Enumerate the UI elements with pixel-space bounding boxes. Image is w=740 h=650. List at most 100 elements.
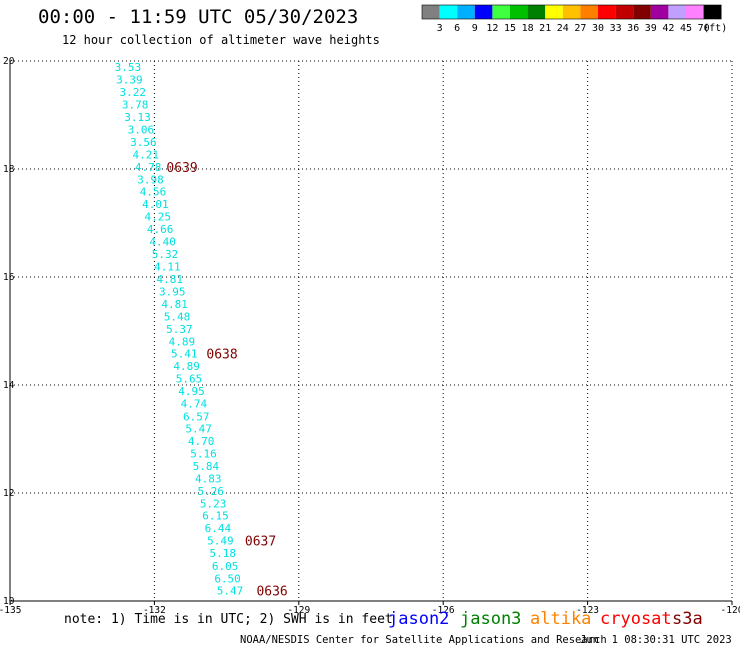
- colorbar-label: 3: [437, 23, 443, 34]
- wave-height-value: 3.06: [128, 124, 155, 137]
- wave-height-value: 3.95: [159, 286, 186, 299]
- colorbar-swatch: [422, 5, 440, 19]
- wave-height-value: 3.56: [130, 136, 157, 149]
- colorbar-label: 30: [592, 23, 604, 34]
- colorbar-label: 27: [574, 23, 586, 34]
- colorbar-swatch: [457, 5, 475, 19]
- colorbar-swatch: [474, 5, 493, 19]
- colorbar-label: 39: [645, 23, 657, 34]
- wave-height-value: 4.74: [181, 397, 208, 410]
- wave-height-value: 5.26: [197, 485, 224, 498]
- colorbar-swatch: [615, 5, 634, 19]
- colorbar-label: 24: [557, 23, 569, 34]
- wave-height-value: 3.78: [122, 99, 149, 112]
- colorbar-swatch: [686, 5, 704, 19]
- wave-height-value: 4.83: [195, 472, 222, 485]
- footer-timestamp: Jun 1 08:30:31 UTC 2023: [580, 634, 732, 646]
- wave-height-value: 4.21: [132, 148, 159, 161]
- chart-title: 00:00 - 11:59 UTC 05/30/2023: [38, 6, 359, 28]
- wave-height-value: 4.11: [154, 261, 181, 274]
- x-tick-label: -129: [287, 605, 310, 616]
- chart-subtitle: 12 hour collection of altimeter wave hei…: [62, 33, 380, 47]
- colorbar-label: 21: [539, 23, 551, 34]
- wave-height-value: 6.05: [212, 560, 239, 573]
- colorbar-swatch: [510, 5, 528, 19]
- wave-height-value: 3.39: [116, 73, 143, 86]
- colorbar-swatch: [492, 5, 510, 19]
- colorbar-swatch: [580, 5, 598, 19]
- wave-height-value: 4.25: [145, 211, 172, 224]
- x-tick-label: -132: [143, 605, 166, 616]
- y-tick-label: 12: [3, 488, 14, 499]
- pass-time-label: 0636: [256, 585, 287, 600]
- colorbar-label: 36: [627, 23, 639, 34]
- legend-jason3: jason3: [460, 609, 522, 629]
- wave-height-value: 4.81: [157, 273, 184, 286]
- x-tick-label: -135: [0, 605, 21, 616]
- colorbar-swatch: [598, 5, 616, 19]
- wave-height-value: 5.37: [166, 323, 193, 336]
- colorbar-swatch: [633, 5, 651, 19]
- x-tick-label: -126: [432, 605, 455, 616]
- colorbar-label: 33: [610, 23, 622, 34]
- wave-height-value: 5.47: [217, 585, 244, 598]
- wave-height-value: 6.57: [183, 410, 210, 423]
- footer-credit: NOAA/NESDIS Center for Satellite Applica…: [240, 634, 607, 646]
- colorbar-label: 70: [698, 23, 710, 34]
- color-scale-legend: 3 6 9 12 15 18 21 24 27 30 33 36 39 42 45 70(ft): [421, 4, 727, 34]
- legend-s3a: s3a: [672, 609, 703, 629]
- x-tick-label: -120: [721, 605, 740, 616]
- wave-height-value: 4.40: [149, 235, 176, 248]
- legend-cryosat: cryosat: [600, 609, 672, 629]
- wave-height-value: 6.15: [202, 510, 229, 523]
- wave-height-value: 5.65: [176, 373, 203, 386]
- colorbar-swatch: [703, 5, 722, 19]
- wave-height-value: 3.53: [115, 61, 142, 74]
- wave-height-value: 3.22: [119, 86, 146, 99]
- wave-height-value: 4.01: [142, 198, 169, 211]
- wave-height-value: 5.48: [164, 310, 191, 323]
- colorbar-swatch: [668, 5, 686, 19]
- wave-height-value: 5.47: [185, 423, 212, 436]
- y-tick-label: 14: [3, 380, 15, 391]
- colorbar-swatch: [545, 5, 563, 19]
- colorbar-label: 12: [486, 23, 498, 34]
- wave-height-value: 6.50: [214, 572, 241, 585]
- colorbar-swatch: [439, 5, 458, 19]
- footer-note: note: 1) Time is in UTC; 2) SWH is in fe…: [64, 612, 393, 627]
- pass-time-label: 0637: [245, 535, 276, 550]
- wave-height-value: 4.66: [147, 223, 174, 236]
- wave-height-value: 4.89: [169, 335, 196, 348]
- wave-height-value: 5.18: [209, 547, 236, 560]
- legend-altika: altika: [530, 609, 592, 629]
- y-tick-label: 18: [3, 164, 15, 175]
- wave-height-value: 6.44: [205, 522, 232, 535]
- pass-time-label: 0638: [206, 348, 237, 363]
- x-tick-label: -123: [576, 605, 599, 616]
- wave-height-value: 5.32: [152, 248, 179, 261]
- y-tick-label: 16: [3, 272, 15, 283]
- wave-height-value: 4.89: [173, 360, 200, 373]
- y-tick-label: 10: [3, 596, 15, 607]
- legend-jason2: jason2: [388, 609, 450, 629]
- wave-height-value: 5.23: [200, 497, 227, 510]
- colorbar-label: 45: [680, 23, 692, 34]
- wave-height-value: 3.13: [124, 111, 151, 124]
- y-tick-label: 20: [3, 56, 15, 67]
- colorbar-unit: (ft): [703, 23, 727, 34]
- wave-height-value: 5.16: [190, 448, 217, 461]
- pass-time-label: 0639: [166, 161, 197, 176]
- colorbar-swatch: [527, 5, 546, 19]
- wave-height-value: 5.84: [193, 460, 220, 473]
- wave-height-value: 4.56: [140, 186, 167, 199]
- colorbar-label: 42: [662, 23, 674, 34]
- colorbar-label: 9: [472, 23, 478, 34]
- wave-height-value: 5.41: [171, 348, 198, 361]
- wave-height-value: 4.95: [178, 385, 205, 398]
- colorbar-swatch: [650, 5, 669, 19]
- wave-height-value: 4.78: [135, 161, 162, 174]
- wave-height-value: 4.81: [161, 298, 188, 311]
- colorbar-label: 6: [454, 23, 460, 34]
- wave-height-value: 4.70: [188, 435, 215, 448]
